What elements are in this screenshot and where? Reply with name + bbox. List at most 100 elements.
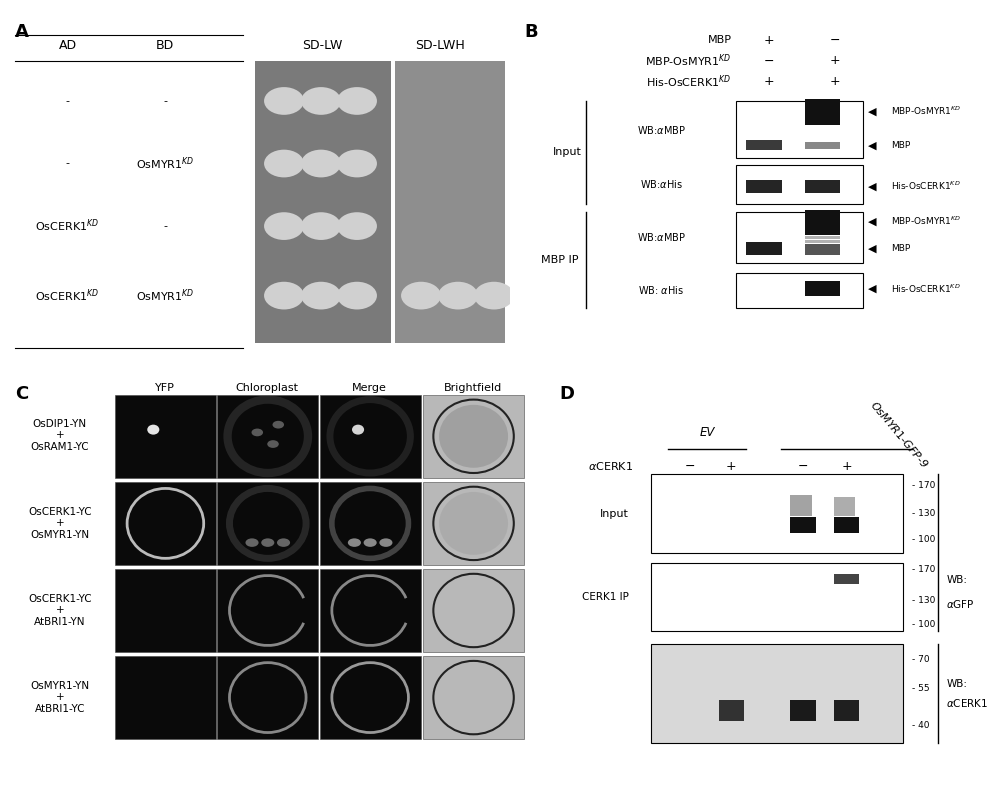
Ellipse shape bbox=[264, 282, 304, 310]
Text: OsMYR1$^{KD}$: OsMYR1$^{KD}$ bbox=[136, 288, 194, 304]
Ellipse shape bbox=[337, 213, 377, 240]
Text: +: + bbox=[830, 75, 840, 88]
Bar bbox=[805, 99, 840, 125]
Text: −: − bbox=[685, 460, 695, 472]
Text: WB:$\alpha$MBP: WB:$\alpha$MBP bbox=[637, 124, 685, 136]
Bar bbox=[805, 244, 840, 254]
Bar bbox=[719, 700, 744, 721]
Bar bbox=[651, 474, 903, 553]
Bar bbox=[423, 569, 524, 652]
Text: - 100: - 100 bbox=[912, 535, 935, 544]
Ellipse shape bbox=[337, 282, 377, 310]
Ellipse shape bbox=[147, 425, 159, 435]
Ellipse shape bbox=[337, 149, 377, 178]
Bar bbox=[805, 180, 840, 193]
Text: OsMYR1$^{KD}$: OsMYR1$^{KD}$ bbox=[136, 155, 194, 172]
Text: - 55: - 55 bbox=[912, 684, 929, 694]
Text: −: − bbox=[764, 55, 774, 67]
Ellipse shape bbox=[401, 282, 441, 310]
Text: His-OsCERK1$^{KD}$: His-OsCERK1$^{KD}$ bbox=[646, 73, 732, 90]
Bar bbox=[217, 482, 318, 565]
Text: - 70: - 70 bbox=[912, 655, 929, 664]
Ellipse shape bbox=[301, 87, 341, 115]
Bar bbox=[115, 569, 216, 652]
Ellipse shape bbox=[264, 87, 304, 115]
Text: WB:: WB: bbox=[946, 575, 968, 585]
Bar bbox=[790, 517, 816, 532]
Text: WB: $\alpha$His: WB: $\alpha$His bbox=[638, 284, 684, 296]
Bar bbox=[805, 280, 840, 296]
Bar bbox=[255, 61, 391, 343]
Text: $\alpha$CERK1: $\alpha$CERK1 bbox=[588, 461, 633, 472]
Bar bbox=[805, 141, 840, 149]
Bar bbox=[834, 700, 859, 721]
Ellipse shape bbox=[301, 213, 341, 240]
Ellipse shape bbox=[301, 282, 341, 310]
Ellipse shape bbox=[364, 538, 377, 547]
Ellipse shape bbox=[261, 538, 274, 547]
Bar bbox=[805, 210, 840, 235]
Text: +: + bbox=[830, 55, 840, 67]
Text: $\alpha$CERK1: $\alpha$CERK1 bbox=[946, 698, 989, 709]
Text: -: - bbox=[66, 96, 70, 106]
Bar bbox=[805, 235, 840, 239]
Ellipse shape bbox=[267, 440, 279, 448]
Text: OsCERK1$^{KD}$: OsCERK1$^{KD}$ bbox=[35, 288, 100, 304]
Bar bbox=[736, 165, 863, 204]
Text: OsCERK1-YC
+
AtBRI1-YN: OsCERK1-YC + AtBRI1-YN bbox=[28, 594, 92, 627]
Bar bbox=[320, 395, 421, 478]
Text: ◀: ◀ bbox=[868, 243, 876, 254]
Text: -: - bbox=[163, 221, 167, 231]
Ellipse shape bbox=[439, 404, 508, 468]
Bar bbox=[217, 569, 318, 652]
Text: CERK1 IP: CERK1 IP bbox=[582, 592, 629, 602]
Text: WB:$\alpha$His: WB:$\alpha$His bbox=[640, 179, 682, 190]
Text: ◀: ◀ bbox=[868, 181, 876, 191]
Text: WB:$\alpha$MBP: WB:$\alpha$MBP bbox=[637, 231, 685, 243]
Bar bbox=[790, 700, 816, 721]
Bar bbox=[736, 213, 863, 262]
Bar bbox=[423, 395, 524, 478]
Text: ◀: ◀ bbox=[868, 284, 876, 294]
Ellipse shape bbox=[264, 149, 304, 178]
Ellipse shape bbox=[348, 538, 361, 547]
Text: OsMYR1-YN
+
AtBRI1-YC: OsMYR1-YN + AtBRI1-YC bbox=[30, 681, 89, 714]
Text: +: + bbox=[764, 34, 774, 47]
Text: EV: EV bbox=[700, 426, 715, 439]
Text: -: - bbox=[163, 96, 167, 106]
Text: SD-LWH: SD-LWH bbox=[415, 39, 465, 52]
Ellipse shape bbox=[272, 421, 284, 428]
Bar bbox=[320, 482, 421, 565]
Text: MBP: MBP bbox=[708, 35, 732, 45]
Bar bbox=[217, 395, 318, 478]
Bar bbox=[320, 569, 421, 652]
Bar bbox=[115, 395, 216, 478]
Ellipse shape bbox=[352, 425, 364, 435]
Text: OsDIP1-YN
+
OsRAM1-YC: OsDIP1-YN + OsRAM1-YC bbox=[31, 419, 89, 452]
Ellipse shape bbox=[252, 428, 263, 436]
Text: MBP IP: MBP IP bbox=[541, 255, 579, 265]
Text: MBP: MBP bbox=[891, 244, 911, 253]
Text: AD: AD bbox=[58, 39, 77, 52]
Text: −: − bbox=[798, 460, 808, 472]
Bar bbox=[115, 656, 216, 739]
Ellipse shape bbox=[301, 149, 341, 178]
Text: -: - bbox=[66, 159, 70, 168]
Ellipse shape bbox=[438, 282, 478, 310]
Text: YFP: YFP bbox=[155, 382, 175, 393]
Text: Brightfield: Brightfield bbox=[444, 382, 502, 393]
Text: −: − bbox=[830, 34, 840, 47]
Text: - 40: - 40 bbox=[912, 720, 929, 730]
Text: SD-LW: SD-LW bbox=[302, 39, 343, 52]
Bar bbox=[746, 180, 782, 193]
Bar bbox=[834, 574, 859, 584]
Text: +: + bbox=[726, 460, 736, 472]
Ellipse shape bbox=[474, 282, 514, 310]
Text: OsCERK1-YC
+
OsMYR1-YN: OsCERK1-YC + OsMYR1-YN bbox=[28, 506, 92, 540]
Text: MBP-OsMYR1$^{KD}$: MBP-OsMYR1$^{KD}$ bbox=[891, 105, 962, 118]
Text: ◀: ◀ bbox=[868, 216, 876, 226]
Bar bbox=[805, 240, 840, 243]
Text: - 100: - 100 bbox=[912, 619, 935, 629]
Text: His-OsCERK1$^{KD}$: His-OsCERK1$^{KD}$ bbox=[891, 283, 961, 295]
Text: C: C bbox=[15, 385, 28, 403]
